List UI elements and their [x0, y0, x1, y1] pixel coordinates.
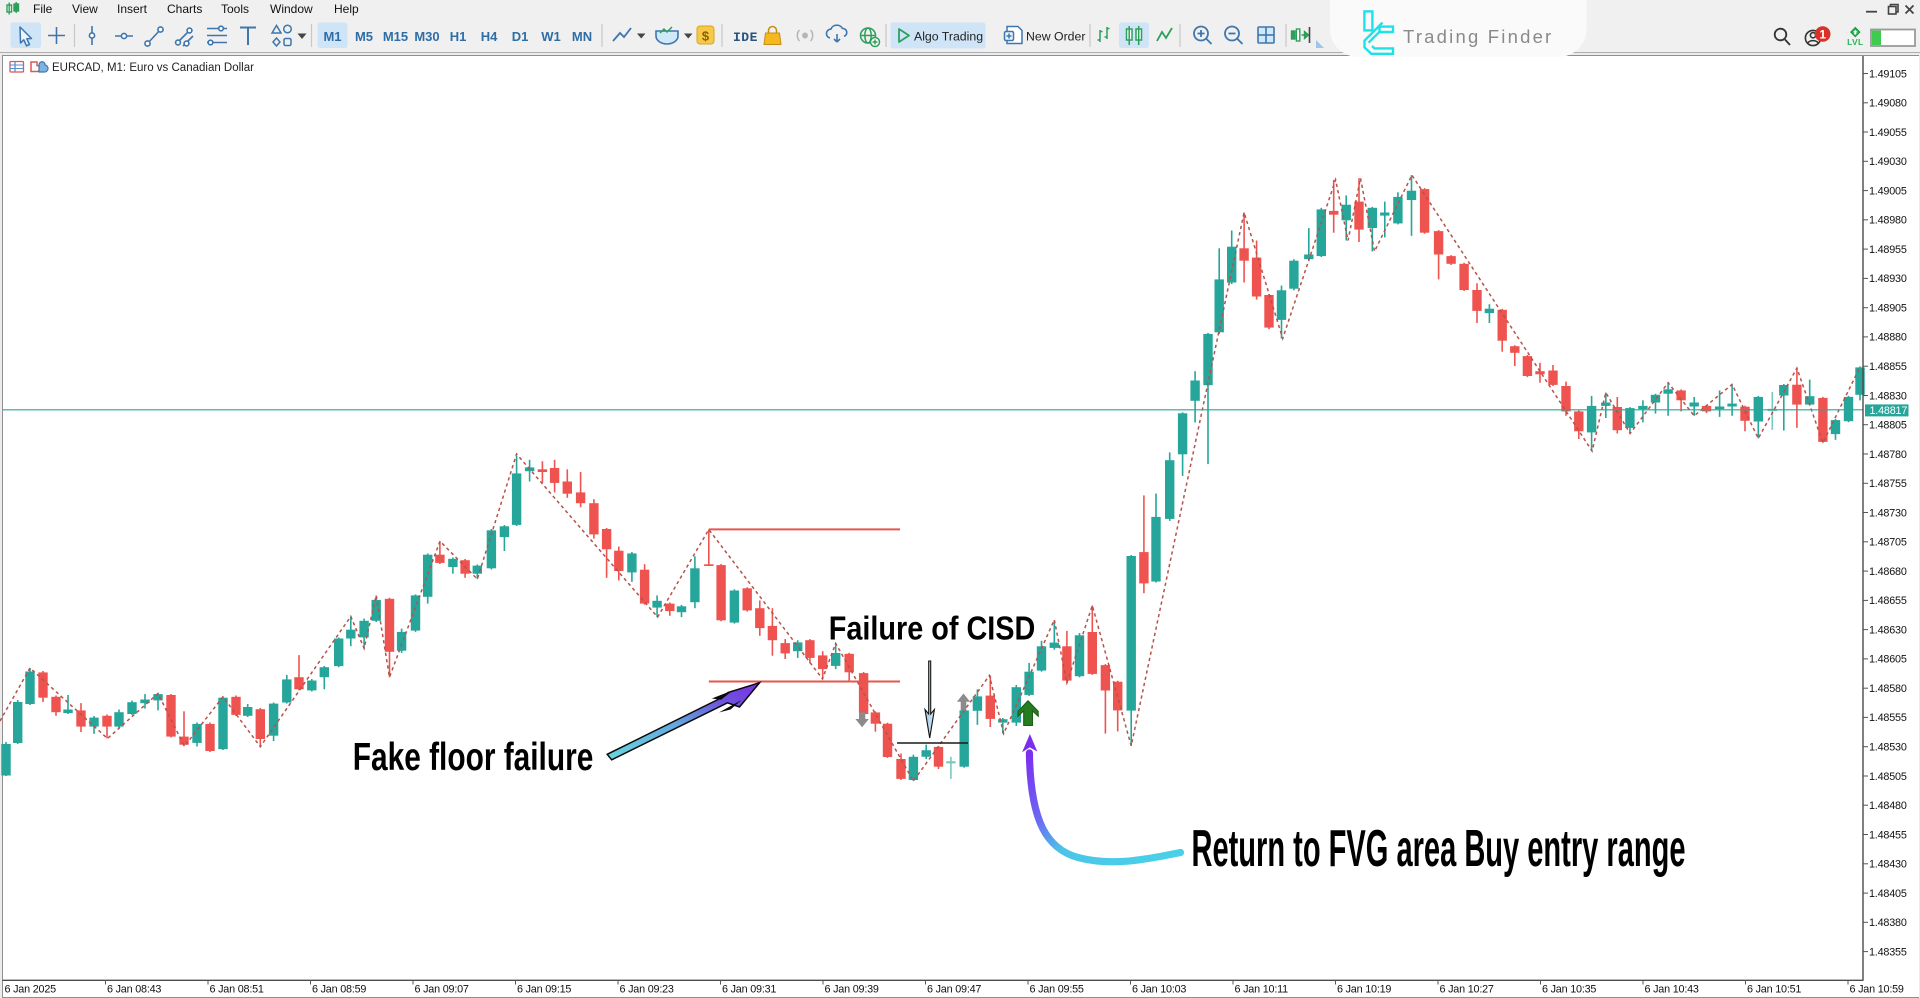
svg-text:Return to FVG area Buy entry r: Return to FVG area Buy entry range — [1192, 819, 1686, 877]
svg-text:H4: H4 — [481, 29, 498, 44]
svg-text:IDE: IDE — [733, 30, 758, 45]
svg-text:6 Jan 10:35: 6 Jan 10:35 — [1542, 983, 1596, 995]
svg-text:EURCAD, M1: Euro vs Canadian: EURCAD, M1: Euro vs Canadian Dollar — [52, 62, 254, 74]
svg-text:M1: M1 — [323, 29, 341, 44]
svg-text:1.48980: 1.48980 — [1869, 215, 1907, 227]
svg-text:6 Jan 10:11: 6 Jan 10:11 — [1235, 983, 1289, 995]
svg-text:1.49105: 1.49105 — [1869, 68, 1907, 80]
svg-text:1.48655: 1.48655 — [1869, 595, 1907, 607]
svg-text:6 Jan 10:59: 6 Jan 10:59 — [1850, 983, 1904, 995]
svg-text:6 Jan 09:31: 6 Jan 09:31 — [722, 983, 776, 995]
svg-text:1.48505: 1.48505 — [1869, 771, 1907, 783]
svg-text:1.49030: 1.49030 — [1869, 156, 1907, 168]
svg-text:1.48405: 1.48405 — [1869, 888, 1907, 900]
svg-text:6 Jan 09:07: 6 Jan 09:07 — [415, 983, 469, 995]
svg-text:D1: D1 — [512, 29, 529, 44]
svg-text:1.48755: 1.48755 — [1869, 478, 1907, 490]
svg-text:1.48555: 1.48555 — [1869, 712, 1907, 724]
svg-text:M15: M15 — [383, 29, 408, 44]
svg-text:$: $ — [702, 29, 710, 44]
svg-text:1.48380: 1.48380 — [1869, 917, 1907, 929]
svg-text:6 Jan 09:15: 6 Jan 09:15 — [517, 983, 571, 995]
svg-text:1.48705: 1.48705 — [1869, 537, 1907, 549]
svg-text:Trading Finder: Trading Finder — [1403, 26, 1553, 47]
svg-text:Fake floor failure: Fake floor failure — [353, 736, 594, 779]
svg-text:6 Jan 08:51: 6 Jan 08:51 — [210, 983, 264, 995]
svg-text:M5: M5 — [355, 29, 373, 44]
svg-text:1.49005: 1.49005 — [1869, 185, 1907, 197]
svg-text:Failure of CISD: Failure of CISD — [829, 611, 1036, 648]
svg-text:1.48530: 1.48530 — [1869, 742, 1907, 754]
svg-text:6 Jan 10:19: 6 Jan 10:19 — [1337, 983, 1391, 995]
svg-text:1.48780: 1.48780 — [1869, 449, 1907, 461]
svg-text:6 Jan 2025: 6 Jan 2025 — [5, 983, 57, 995]
svg-text:1.48430: 1.48430 — [1869, 859, 1907, 871]
svg-text:1.48680: 1.48680 — [1869, 566, 1907, 578]
svg-text:1.48817: 1.48817 — [1870, 405, 1908, 417]
svg-text:6 Jan 08:59: 6 Jan 08:59 — [312, 983, 366, 995]
svg-text:1.48630: 1.48630 — [1869, 624, 1907, 636]
svg-text:6 Jan 10:43: 6 Jan 10:43 — [1645, 983, 1699, 995]
svg-text:6 Jan 10:51: 6 Jan 10:51 — [1747, 983, 1801, 995]
svg-text:6 Jan 08:43: 6 Jan 08:43 — [107, 983, 161, 995]
svg-text:6 Jan 09:23: 6 Jan 09:23 — [620, 983, 674, 995]
svg-text:M30: M30 — [414, 29, 439, 44]
svg-text:1.48855: 1.48855 — [1869, 361, 1907, 373]
svg-text:6 Jan 10:27: 6 Jan 10:27 — [1440, 983, 1494, 995]
svg-text:LVL: LVL — [1847, 37, 1863, 47]
svg-text:1: 1 — [1819, 27, 1826, 41]
svg-text:1.48455: 1.48455 — [1869, 829, 1907, 841]
svg-text:H1: H1 — [450, 29, 467, 44]
svg-text:W1: W1 — [541, 29, 561, 44]
svg-text:6 Jan 09:47: 6 Jan 09:47 — [927, 983, 981, 995]
svg-text:1.48580: 1.48580 — [1869, 683, 1907, 695]
svg-text:1.48480: 1.48480 — [1869, 800, 1907, 812]
svg-text:New Order: New Order — [1026, 30, 1085, 44]
svg-text:6 Jan 10:03: 6 Jan 10:03 — [1132, 983, 1186, 995]
svg-text:1.48805: 1.48805 — [1869, 420, 1907, 432]
svg-text:Algo Trading: Algo Trading — [914, 30, 983, 44]
svg-text:1.49055: 1.49055 — [1869, 127, 1907, 139]
svg-text:1.48355: 1.48355 — [1869, 946, 1907, 958]
svg-text:1.48830: 1.48830 — [1869, 390, 1907, 402]
svg-text:1.48930: 1.48930 — [1869, 273, 1907, 285]
svg-text:1.48880: 1.48880 — [1869, 332, 1907, 344]
svg-text:1.48955: 1.48955 — [1869, 244, 1907, 256]
svg-text:6 Jan 09:55: 6 Jan 09:55 — [1030, 983, 1084, 995]
svg-text:6 Jan 09:39: 6 Jan 09:39 — [825, 983, 879, 995]
svg-text:1.48730: 1.48730 — [1869, 507, 1907, 519]
svg-text:MN: MN — [572, 29, 592, 44]
svg-text:1.48605: 1.48605 — [1869, 654, 1907, 666]
svg-text:1.49080: 1.49080 — [1869, 98, 1907, 110]
svg-text:1.48905: 1.48905 — [1869, 303, 1907, 315]
